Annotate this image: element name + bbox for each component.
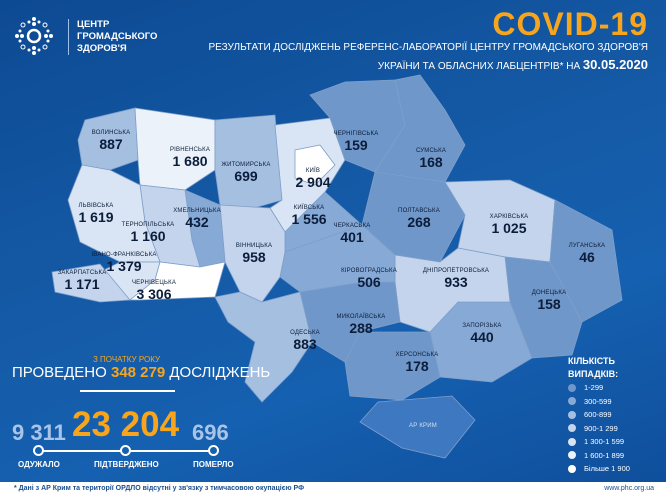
confirmed-label: ПІДТВЕРДЖЕНО: [94, 460, 159, 469]
legend-title: ВИПАДКІВ:: [568, 369, 619, 379]
ukraine-map: [51, 74, 623, 459]
region-label: ТЕРНОПІЛЬСЬКА 1 160: [121, 222, 175, 244]
tests-prefix: ПРОВЕДЕНО: [12, 364, 107, 381]
divider: [80, 390, 175, 392]
org-line: ЗДОРОВ'Я: [77, 43, 127, 54]
region-label: ПОЛТАВСЬКА 268: [398, 208, 440, 230]
legend-title: КІЛЬКІСТЬ: [568, 356, 616, 366]
legend-label: Більше 1 900: [584, 464, 630, 474]
confirmed-count: 23 204: [72, 405, 180, 444]
org-line: ЦЕНТР: [77, 19, 110, 30]
legend-swatch: [568, 383, 576, 392]
legend: КІЛЬКІСТЬ ВИПАДКІВ: 1-299 300-599 600-89…: [568, 355, 630, 476]
legend-item: Більше 1 900: [568, 462, 630, 476]
region-label: ХАРКІВСЬКА 1 025: [489, 214, 529, 236]
region-crimea[interactable]: [359, 395, 476, 459]
region-label: ІВАНО-ФРАНКІВСЬКА 1 379: [91, 252, 157, 274]
deaths-count: 696: [192, 420, 229, 445]
tests-total: ПРОВЕДЕНО 348 279 ДОСЛІДЖЕНЬ: [12, 364, 270, 381]
region-label: МИКОЛАЇВСЬКА 288: [336, 314, 386, 336]
region-label: ХМЕЛЬНИЦЬКА 432: [173, 208, 221, 230]
region-vinnytska[interactable]: [219, 204, 286, 303]
region-kirovohradska[interactable]: [279, 224, 396, 293]
legend-swatch: [568, 397, 576, 406]
region-label: ДНІПРОПЕТРОВСЬКА 933: [422, 268, 490, 290]
region-label: КИЇВ 2 904: [295, 168, 331, 190]
timeline-dot: [120, 445, 131, 456]
region-label: ВІННИЦЬКА 958: [235, 243, 273, 265]
region-label: АР КРИМ: [409, 423, 437, 429]
region-label: ВОЛИНСЬКА 887: [91, 130, 131, 152]
region-luhanska[interactable]: [549, 199, 623, 323]
legend-item: 1-299: [568, 381, 630, 395]
legend-item: 1 300-1 599: [568, 435, 630, 449]
recovered-count: 9 311: [12, 420, 66, 445]
region-label: ХЕРСОНСЬКА 178: [395, 352, 439, 374]
region-label: ЛУГАНСЬКА 46: [568, 243, 606, 265]
legend-item: 600-899: [568, 408, 630, 422]
timeline-dot: [33, 445, 44, 456]
region-label: ЛЬВІВСЬКА 1 619: [78, 203, 114, 225]
region-label: РІВНЕНСЬКА 1 680: [169, 147, 211, 169]
region-kyiv[interactable]: [294, 144, 336, 186]
legend-swatch: [568, 437, 576, 446]
region-label: ЧЕРКАСЬКА 401: [333, 223, 371, 245]
legend-swatch: [568, 410, 576, 419]
legend-item: 1 600-1 899: [568, 449, 630, 463]
legend-label: 900-1 299: [584, 423, 618, 433]
region-chernivetska[interactable]: [128, 261, 226, 301]
subtitle: РЕЗУЛЬТАТИ ДОСЛІДЖЕНЬ РЕФЕРЕНС-ЛАБОРАТОР…: [208, 42, 648, 53]
legend-label: 300-599: [584, 396, 612, 406]
region-label: КІРОВОГРАДСЬКА 506: [341, 268, 397, 290]
legend-item: 900-1 299: [568, 422, 630, 436]
legend-label: 600-899: [584, 410, 612, 420]
deaths-label: ПОМЕРЛО: [193, 460, 234, 469]
region-label: ЧЕРНІВЕЦЬКА 3 306: [131, 280, 177, 302]
report-date: 30.05.2020: [582, 57, 648, 72]
region-label: ДОНЕЦЬКА 158: [531, 290, 567, 312]
region-label: ЗАКАРПАТСЬКА 1 171: [57, 270, 107, 292]
tests-suffix: ДОСЛІДЖЕНЬ: [169, 364, 271, 381]
legend-swatch: [568, 464, 576, 473]
region-label: СУМСЬКА 168: [415, 148, 447, 170]
page-title: COVID-19: [492, 6, 648, 42]
legend-label: 1 600-1 899: [584, 450, 625, 460]
tests-count: 348 279: [110, 364, 166, 381]
region-label: ОДЕСЬКА 883: [290, 330, 320, 352]
org-name: ЦЕНТР ГРОМАДСЬКОГО ЗДОРОВ'Я: [68, 19, 157, 55]
subtitle: УКРАЇНИ ТА ОБЛАСНИХ ЛАБЦЕНТРІВ* НА: [377, 61, 581, 72]
region-odeska[interactable]: [214, 291, 313, 403]
since-label: З ПОЧАТКУ РОКУ: [93, 355, 161, 364]
region-zakarpatska[interactable]: [51, 263, 131, 303]
subtitle-date-line: УКРАЇНИ ТА ОБЛАСНИХ ЛАБЦЕНТРІВ* НА 30.05…: [378, 57, 648, 72]
legend-item: 300-599: [568, 395, 630, 409]
website-link[interactable]: www.phc.org.ua: [604, 485, 654, 492]
timeline-dot: [208, 445, 219, 456]
phc-logo-icon: [15, 17, 53, 55]
region-label: КИЇВСЬКА 1 556: [291, 205, 327, 227]
legend-label: 1 300-1 599: [584, 437, 625, 447]
legend-swatch: [568, 424, 576, 433]
legend-swatch: [568, 451, 576, 460]
region-label: ЧЕРНІГІВСЬКА 159: [333, 131, 379, 153]
legend-label: 1-299: [584, 383, 604, 393]
region-label: ЖИТОМИРСЬКА 699: [221, 162, 271, 184]
footnote: * Дані з АР Крим та території ОРДЛО відс…: [14, 485, 305, 492]
org-line: ГРОМАДСЬКОГО: [77, 31, 158, 42]
region-label: ЗАПОРІЗЬКА 440: [462, 323, 502, 345]
recovered-label: ОДУЖАЛО: [18, 460, 60, 469]
